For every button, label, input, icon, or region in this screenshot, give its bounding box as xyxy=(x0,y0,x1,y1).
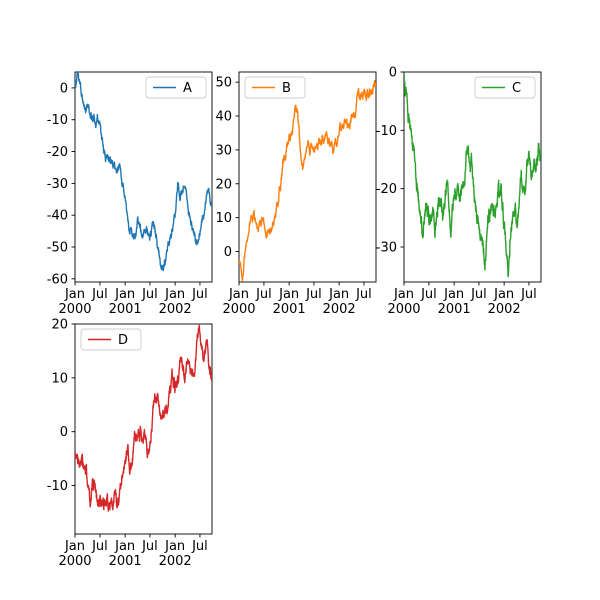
y-tick-label: 0 xyxy=(60,81,68,96)
series-line-A xyxy=(75,72,212,272)
y-tick-label: -40 xyxy=(47,209,68,224)
legend-label: C xyxy=(512,81,521,96)
x-tick-year: 2002 xyxy=(159,554,192,569)
x-tick-year: 2001 xyxy=(109,554,142,569)
y-tick-label: 50 xyxy=(215,76,232,91)
y-tick-label: 20 xyxy=(215,177,232,192)
x-tick-label: Jul xyxy=(91,287,108,302)
axes-frame xyxy=(74,323,213,535)
x-tick-label: Jan xyxy=(228,287,249,302)
y-tick-label: 10 xyxy=(51,371,68,386)
x-tick-year: 2000 xyxy=(222,302,255,317)
y-tick-label: 0 xyxy=(60,425,68,440)
y-tick-label: -60 xyxy=(47,272,68,287)
x-tick-year: 2002 xyxy=(488,302,521,317)
series-line-C xyxy=(404,74,541,278)
y-tick-label: -10 xyxy=(47,113,68,128)
y-tick-label: -20 xyxy=(47,145,68,160)
x-tick-label: Jul xyxy=(520,287,537,302)
x-tick-year: 2001 xyxy=(273,302,306,317)
y-tick-label: -10 xyxy=(376,124,397,139)
x-tick-label: Jan xyxy=(164,287,185,302)
y-tick-label: 40 xyxy=(215,110,232,125)
y-tick-label: 20 xyxy=(51,318,68,333)
axes-frame xyxy=(403,71,542,283)
x-tick-year: 2002 xyxy=(159,302,192,317)
x-tick-label: Jul xyxy=(141,287,158,302)
x-tick-label: Jul xyxy=(470,287,487,302)
x-tick-label: Jan xyxy=(278,287,299,302)
legend-label: B xyxy=(282,81,291,96)
legend-label: D xyxy=(118,333,128,348)
x-tick-label: Jan xyxy=(64,539,85,554)
x-tick-year: 2001 xyxy=(109,302,142,317)
x-tick-label: Jan xyxy=(493,287,514,302)
x-tick-label: Jan xyxy=(328,287,349,302)
x-tick-label: Jan xyxy=(64,287,85,302)
series-line-D xyxy=(75,324,212,512)
x-tick-year: 2000 xyxy=(58,554,91,569)
y-tick-label: 30 xyxy=(215,143,232,158)
x-tick-label: Jan xyxy=(114,287,135,302)
x-tick-label: Jul xyxy=(355,287,372,302)
y-tick-label: 10 xyxy=(215,211,232,226)
x-tick-label: Jan xyxy=(114,539,135,554)
x-tick-year: 2000 xyxy=(387,302,420,317)
x-tick-label: Jul xyxy=(305,287,322,302)
series-line-B xyxy=(239,79,376,282)
y-tick-label: -30 xyxy=(47,177,68,192)
axes-frame xyxy=(238,71,377,283)
y-tick-label: 0 xyxy=(224,245,232,260)
x-tick-label: Jul xyxy=(91,539,108,554)
legend-label: A xyxy=(183,81,192,96)
x-tick-label: Jan xyxy=(393,287,414,302)
x-tick-label: Jul xyxy=(420,287,437,302)
x-tick-label: Jul xyxy=(191,287,208,302)
x-tick-label: Jul xyxy=(141,539,158,554)
x-tick-label: Jul xyxy=(255,287,272,302)
x-tick-label: Jul xyxy=(191,539,208,554)
x-tick-label: Jan xyxy=(443,287,464,302)
x-tick-year: 2002 xyxy=(323,302,356,317)
y-tick-label: -10 xyxy=(47,479,68,494)
y-tick-label: 0 xyxy=(389,66,397,81)
axes-frame xyxy=(74,71,213,283)
y-tick-label: -30 xyxy=(376,241,397,256)
x-tick-year: 2000 xyxy=(58,302,91,317)
y-tick-label: -20 xyxy=(376,182,397,197)
x-tick-label: Jan xyxy=(164,539,185,554)
y-tick-label: -50 xyxy=(47,241,68,256)
x-tick-year: 2001 xyxy=(438,302,471,317)
